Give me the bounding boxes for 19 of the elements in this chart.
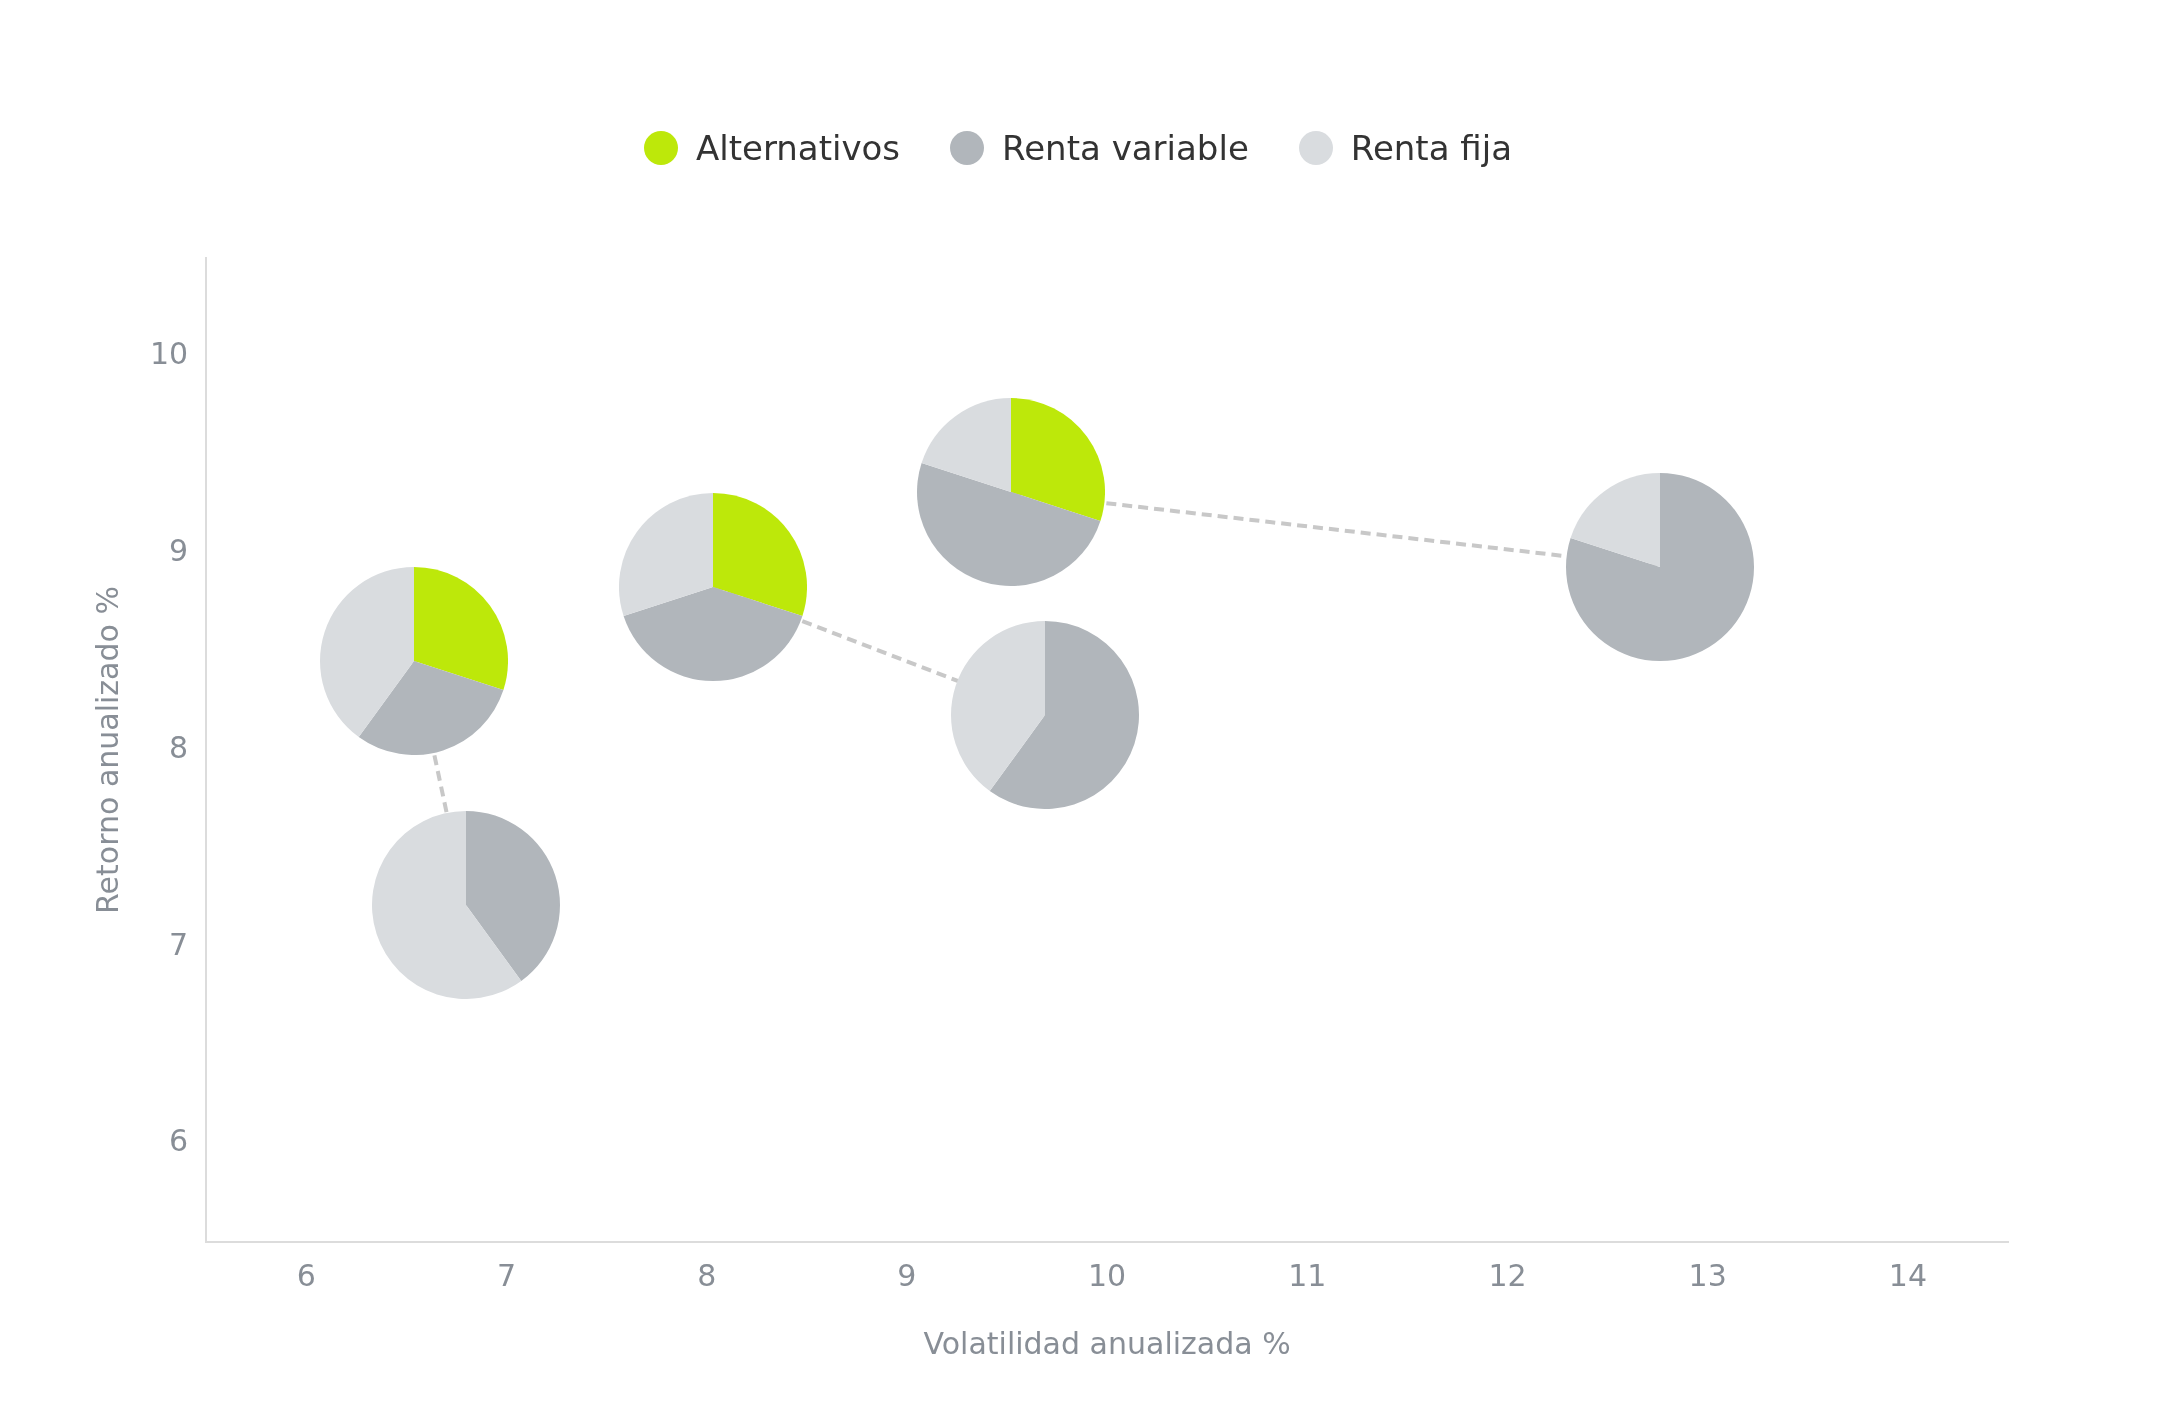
y-tick-label: 7 [169, 926, 189, 962]
x-tick-label: 13 [1688, 1257, 1727, 1293]
y-axis-title: Retorno anualizado % [89, 586, 125, 914]
legend-label: Renta fija [1350, 128, 1513, 168]
legend-label: Alternativos [695, 128, 901, 168]
x-tick-label: 14 [1888, 1257, 1927, 1293]
x-tick-label: 12 [1488, 1257, 1527, 1293]
legend-label: Renta variable [1002, 128, 1249, 168]
x-axis-title: Volatilidad anualizada % [923, 1325, 1291, 1361]
x-tick-label: 9 [897, 1257, 917, 1293]
y-tick-label: 8 [169, 729, 189, 765]
x-tick-label: 7 [496, 1257, 517, 1293]
x-tick-label: 10 [1087, 1257, 1127, 1293]
y-tick-label: 9 [169, 533, 189, 568]
x-tick-label: 6 [296, 1257, 316, 1293]
y-tick-label: 10 [149, 336, 189, 372]
y-tick-label: 6 [169, 1123, 189, 1159]
x-tick-label: 8 [697, 1257, 717, 1293]
x-tick-label: 11 [1288, 1257, 1327, 1293]
